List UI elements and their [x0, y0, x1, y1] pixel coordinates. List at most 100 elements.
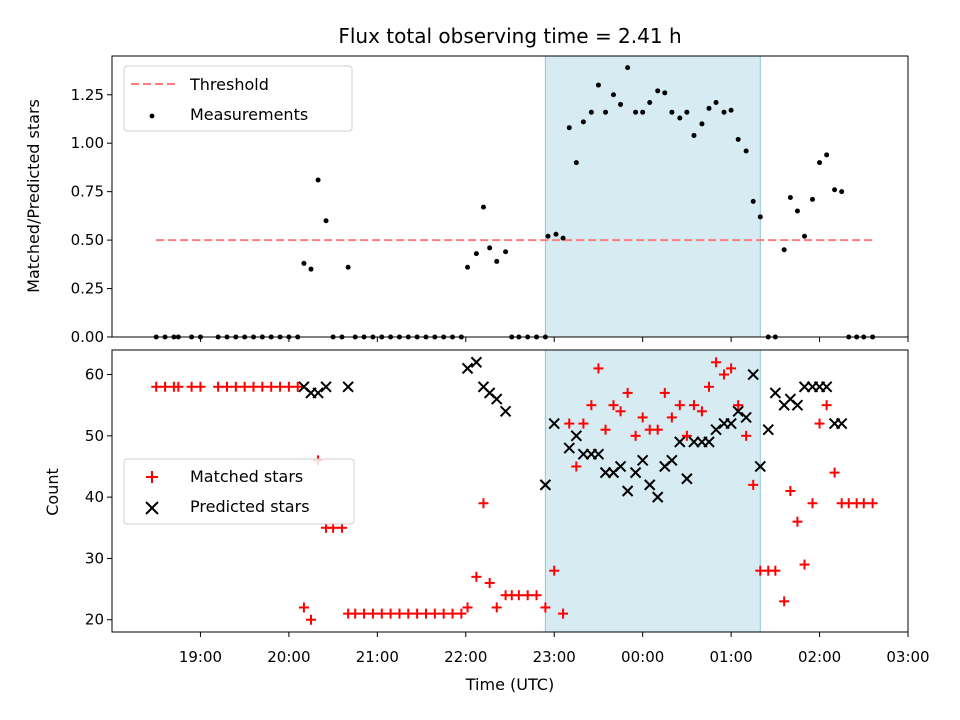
predicted-point-b	[703, 436, 715, 448]
predicted-point-b	[681, 473, 693, 485]
matched-star-point	[186, 381, 197, 392]
matched-star-point	[173, 381, 184, 392]
measurement-point	[735, 136, 741, 142]
matched-star-point	[376, 608, 387, 619]
predicted-star-point	[636, 454, 649, 467]
predicted-star-point	[740, 411, 752, 424]
predicted-star-point	[548, 417, 560, 430]
top-y-axis-label: Matched/Predicted stars	[24, 99, 43, 293]
matched-star-point	[779, 596, 790, 607]
x-tick-label: 01:00	[709, 648, 752, 666]
matched-star-point	[275, 381, 286, 392]
matched-star-point	[306, 614, 316, 625]
matched-star-point	[367, 608, 378, 619]
matched-star-point	[652, 424, 663, 435]
measurement-point	[323, 218, 329, 224]
observing-window-shade	[544, 55, 761, 338]
measurement-point	[684, 109, 690, 115]
matched-star-point	[748, 479, 759, 490]
measurement-point	[647, 100, 653, 106]
measurement-point	[839, 189, 845, 195]
matched-star-point	[564, 418, 575, 429]
measurement-point	[662, 90, 668, 96]
legend-predicted-label: Predicted stars	[190, 497, 310, 516]
matched-star-point	[462, 602, 473, 613]
matched-star-point	[814, 418, 825, 429]
top-legend: Threshold Measurements	[123, 65, 353, 132]
measurement-point	[802, 233, 808, 239]
measurement-point	[566, 125, 572, 131]
matched-star-point	[799, 559, 810, 570]
bottom-y-axis-label: Count	[43, 468, 62, 516]
measurement-point	[503, 249, 509, 255]
matched-star-point	[151, 381, 162, 392]
matched-star-point	[160, 381, 171, 392]
predicted-point-b	[636, 454, 649, 467]
measurement-point	[794, 208, 800, 214]
matched-star-point	[688, 400, 699, 411]
matched-star-point	[858, 498, 869, 509]
predicted-star-point	[629, 466, 642, 479]
measurement-point	[706, 105, 712, 111]
matched-star-point	[195, 381, 206, 392]
matched-star-point	[558, 608, 569, 619]
bottom-y-tick-label: 50	[85, 427, 104, 445]
matched-star-point	[513, 590, 524, 601]
measurement-point	[691, 132, 697, 138]
predicted-star-point	[499, 405, 512, 418]
matched-star-point	[704, 381, 714, 392]
predicted-star-point	[703, 436, 715, 448]
x-tick-label: 23:00	[533, 648, 576, 666]
legend-predicted-swatch	[145, 501, 159, 515]
measurement-point	[750, 198, 756, 204]
matched-star-point	[586, 400, 597, 411]
measurement-point	[640, 109, 646, 115]
predicted-star-point	[539, 479, 552, 491]
measurement-point	[588, 109, 594, 115]
measurement-point	[728, 107, 734, 113]
bottom-legend: Matched stars Predicted stars	[123, 458, 355, 525]
matched-star-point	[674, 400, 685, 411]
predicted-point-b	[470, 356, 483, 368]
predicted-point-b	[674, 436, 686, 448]
legend-matched-label: Matched stars	[190, 467, 303, 486]
matched-star-point	[350, 608, 361, 619]
matched-star-point	[659, 387, 670, 398]
matched-star-point	[571, 461, 582, 472]
matched-star-point	[447, 608, 458, 619]
matched-star-point	[484, 577, 495, 588]
predicted-point-b	[298, 381, 310, 393]
predicted-point-b	[762, 423, 774, 436]
predicted-point-b	[725, 417, 737, 430]
predicted-point-b	[710, 423, 722, 436]
top-axes-frame	[111, 55, 909, 338]
predicted-star-point	[747, 368, 759, 381]
measurement-point	[560, 235, 566, 241]
matched-star-point	[821, 400, 832, 411]
matched-star-point	[785, 486, 796, 496]
predicted-point-b	[754, 460, 767, 473]
predicted-star-point	[674, 436, 686, 448]
legend-measurements-label: Measurements	[190, 105, 308, 124]
matched-star-point	[298, 602, 309, 613]
predicted-star-point	[491, 393, 503, 405]
predicted-point-b	[342, 381, 354, 393]
matched-star-point	[385, 608, 396, 619]
measurement-point	[757, 214, 763, 220]
matched-star-point	[829, 467, 840, 478]
measurement-point	[655, 88, 661, 94]
measurement-point	[743, 148, 749, 154]
matched-star-point	[666, 412, 677, 423]
predicted-point-b	[740, 411, 752, 424]
measurement-point	[487, 245, 493, 251]
predicted-point-b	[483, 387, 496, 399]
bottom-axes-frame	[111, 349, 909, 633]
matched-star-point	[719, 369, 730, 380]
predicted-point-b	[666, 454, 678, 467]
measurement-point	[308, 266, 314, 272]
predicted-star-point	[342, 381, 354, 393]
matched-star-point	[741, 430, 752, 441]
measurement-point	[345, 264, 351, 270]
predicted-point-b	[621, 485, 634, 497]
measurement-point	[553, 231, 559, 237]
